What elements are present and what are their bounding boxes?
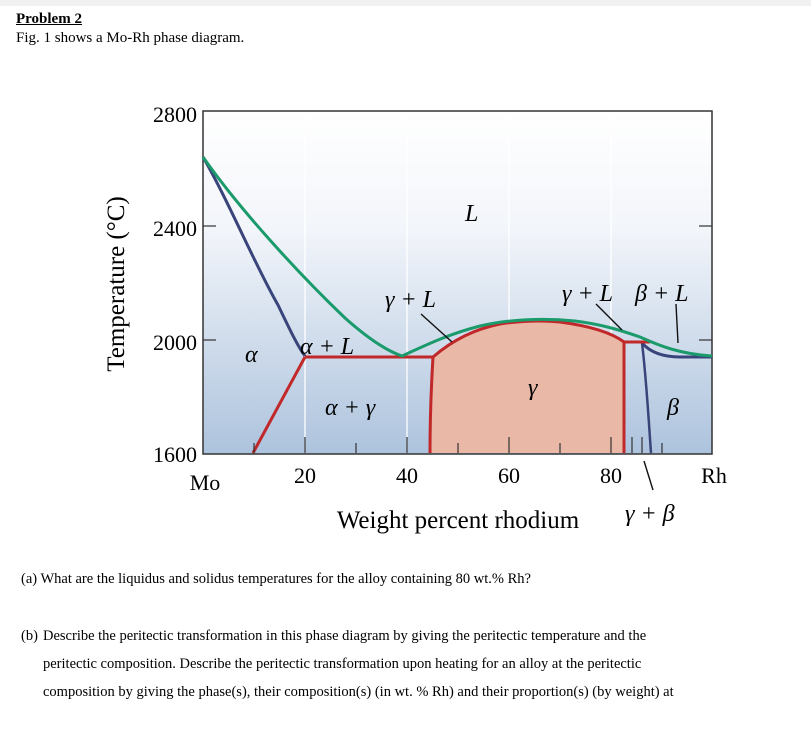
- region-label-beta-plus-liquid: β + L: [634, 281, 689, 307]
- right-end-label: Rh: [701, 463, 727, 488]
- region-label-beta: β: [666, 395, 679, 421]
- phase-diagram: 2800 2400 2000 1600 20 40 60 80 Mo Rh We…: [103, 102, 727, 534]
- leader-lines: [420, 303, 679, 491]
- question-b: (b) Describe the peritectic transformatio…: [21, 622, 791, 706]
- y-axis-title: Temperature (°C): [103, 196, 130, 372]
- question-b-label: (b): [21, 628, 38, 644]
- question-a-text: What are the liquidus and solidus temper…: [40, 571, 531, 587]
- left-end-label: Mo: [190, 470, 221, 495]
- x-axis-title: Weight percent rhodium: [337, 507, 580, 534]
- region-label-alpha: α: [245, 342, 258, 368]
- question-b-text-line1: Describe the peritectic transformation i…: [43, 628, 647, 644]
- region-label-alpha-plus-gamma: α + γ: [325, 395, 376, 421]
- gamma-region-fill: [430, 320, 624, 453]
- problem-title: Problem 2: [16, 11, 82, 27]
- region-label-gamma-plus-beta: γ + β: [625, 501, 675, 527]
- x-tick-label: 60: [498, 463, 520, 488]
- region-label-liquid: L: [464, 201, 478, 227]
- region-label-gamma-plus-liquid-left: γ + L: [385, 287, 436, 313]
- y-tick-label: 1600: [153, 442, 197, 467]
- phase-boundaries: [251, 319, 650, 454]
- x-tick-label: 40: [396, 463, 418, 488]
- region-label-alpha-plus-liquid: α + L: [300, 334, 354, 360]
- problem-intro: Fig. 1 shows a Mo-Rh phase diagram.: [16, 30, 245, 46]
- y-tick-label: 2000: [153, 330, 197, 355]
- question-b-line: (b) Describe the peritectic transformatio…: [21, 622, 791, 650]
- top-band: [0, 0, 811, 6]
- question-a-label: (a): [21, 571, 38, 587]
- question-b-text-line2: peritectic composition. Describe the per…: [43, 656, 642, 672]
- liquidus-line: [201, 156, 713, 358]
- x-tick-label: 20: [294, 463, 316, 488]
- question-a: (a) What are the liquidus and solidus te…: [21, 565, 531, 593]
- y-tick-label: 2800: [153, 102, 197, 127]
- question-b-text-line3: composition by giving the phase(s), thei…: [43, 684, 674, 700]
- x-tick-label: 80: [600, 463, 622, 488]
- alpha-solidus-line: [201, 156, 307, 357]
- beta-solidus-line: [640, 341, 712, 359]
- y-tick-label: 2400: [153, 216, 197, 241]
- region-label-gamma: γ: [528, 375, 538, 401]
- minor-ticks: [203, 225, 712, 453]
- beta-solvus-line: [640, 342, 653, 454]
- region-label-gamma-plus-liquid-right: γ + L: [562, 281, 613, 307]
